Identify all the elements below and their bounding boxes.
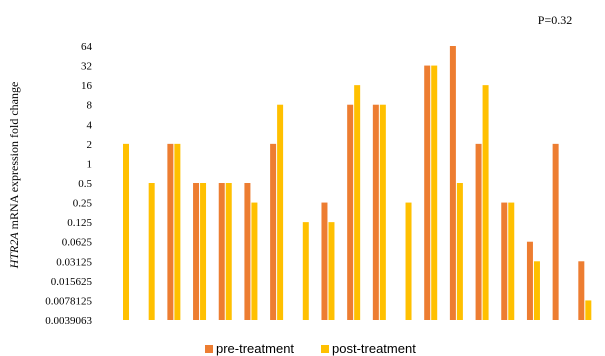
bar-pre-treatment (167, 143, 174, 320)
legend-label-post-treatment: post-treatment (332, 341, 416, 356)
bar-post-treatment (533, 261, 540, 320)
bar-post-treatment (508, 202, 515, 320)
y-tick-label: 0.25 (73, 198, 93, 210)
bar-post-treatment (123, 143, 129, 320)
bar-post-treatment (379, 104, 386, 321)
bar-post-treatment (251, 202, 258, 320)
bar-pre-treatment (578, 261, 585, 320)
legend-swatch-post-treatment (321, 345, 329, 353)
bar-post-treatment (148, 183, 155, 320)
legend-label-pre-treatment: pre-treatment (216, 341, 294, 356)
y-tick-label: 2 (87, 139, 93, 151)
y-axis-ticks: 64 32 16 8 4 2 1 0.5 0.25 0.125 0.0625 0.03125 0.015… (45, 41, 92, 327)
bar-post-treatment (225, 183, 232, 320)
bar-post-treatment (405, 202, 412, 320)
y-tick-label: 0.015625 (51, 276, 93, 288)
y-axis-label-text: mRNA expression fold change (7, 82, 21, 233)
y-tick-label: 0.5 (78, 178, 92, 190)
bar-pre-treatment (244, 183, 251, 320)
y-tick-label: 0.0039063 (45, 315, 92, 327)
y-axis-label: HTR2A mRNA expression fold change (7, 82, 21, 270)
y-tick-label: 64 (81, 41, 93, 53)
bar-pre-treatment (321, 202, 328, 320)
legend-swatch-pre-treatment (205, 345, 213, 353)
y-tick-label: 32 (81, 61, 92, 73)
bar-pre-treatment (347, 104, 354, 321)
bar-post-treatment (482, 85, 489, 320)
p-value-annotation: P=0.32 (538, 13, 572, 27)
bar-pre-treatment (501, 202, 508, 320)
bar-post-treatment (200, 183, 207, 320)
bar-pre-treatment (218, 183, 225, 320)
y-tick-label: 8 (87, 100, 93, 112)
bar-pre-treatment (475, 143, 482, 320)
y-tick-label: 0.125 (67, 217, 92, 229)
bars (123, 46, 592, 321)
bar-pre-treatment (449, 46, 456, 320)
bar-pre-treatment (526, 241, 533, 320)
legend: pre-treatment post-treatment (205, 341, 416, 356)
bar-pre-treatment (552, 143, 559, 320)
bar-pre-treatment (372, 104, 379, 321)
bar-post-treatment (277, 104, 284, 321)
y-tick-label: 1 (87, 158, 93, 170)
y-tick-label: 4 (87, 119, 93, 131)
bar-post-treatment (302, 222, 309, 320)
bar-pre-treatment (424, 65, 431, 320)
bar-post-treatment (585, 300, 592, 320)
y-tick-label: 0.03125 (56, 256, 92, 268)
y-tick-label: 16 (81, 80, 93, 92)
bar-post-treatment (328, 222, 335, 320)
bar-post-treatment (431, 65, 438, 320)
bar-pre-treatment (270, 143, 277, 320)
y-axis-label-gene: HTR2A (7, 232, 21, 270)
bar-post-treatment (174, 143, 181, 320)
bar-post-treatment (354, 85, 361, 320)
y-tick-label: 0.0625 (62, 237, 93, 249)
bar-post-treatment (456, 183, 463, 320)
bar-pre-treatment (193, 183, 200, 320)
y-tick-label: 0.0078125 (45, 295, 92, 307)
